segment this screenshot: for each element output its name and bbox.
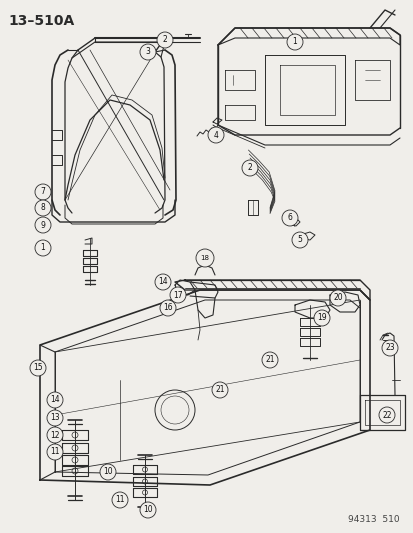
Text: 20: 20 (332, 294, 342, 303)
Circle shape (154, 274, 171, 290)
Text: 10: 10 (143, 505, 152, 514)
Circle shape (291, 232, 307, 248)
Circle shape (170, 287, 185, 303)
Circle shape (112, 492, 128, 508)
Text: 1: 1 (292, 37, 297, 46)
Circle shape (47, 427, 63, 443)
Circle shape (140, 502, 156, 518)
Circle shape (47, 444, 63, 460)
Text: 21: 21 (265, 356, 274, 365)
Circle shape (261, 352, 277, 368)
Text: 14: 14 (158, 278, 167, 287)
Circle shape (100, 464, 116, 480)
Text: 14: 14 (50, 395, 59, 405)
Text: 10: 10 (103, 467, 112, 477)
Text: 7: 7 (40, 188, 45, 197)
Circle shape (35, 217, 51, 233)
Circle shape (195, 249, 214, 267)
Circle shape (207, 127, 223, 143)
Text: 1: 1 (40, 244, 45, 253)
Circle shape (329, 290, 345, 306)
Text: 19: 19 (316, 313, 326, 322)
Text: 11: 11 (50, 448, 59, 456)
Circle shape (30, 360, 46, 376)
Text: 12: 12 (50, 431, 59, 440)
Circle shape (35, 184, 51, 200)
Text: 5: 5 (297, 236, 302, 245)
Circle shape (47, 392, 63, 408)
Circle shape (35, 240, 51, 256)
Text: 23: 23 (384, 343, 394, 352)
Text: 21: 21 (215, 385, 224, 394)
Text: 22: 22 (381, 410, 391, 419)
Text: 15: 15 (33, 364, 43, 373)
Text: 18: 18 (200, 255, 209, 261)
Circle shape (378, 407, 394, 423)
Circle shape (140, 44, 156, 60)
Circle shape (47, 410, 63, 426)
Circle shape (157, 32, 173, 48)
Circle shape (313, 310, 329, 326)
Text: 2: 2 (162, 36, 167, 44)
Text: 94313  510: 94313 510 (347, 515, 399, 524)
Text: 3: 3 (145, 47, 150, 56)
Circle shape (281, 210, 297, 226)
Circle shape (35, 200, 51, 216)
Text: 11: 11 (115, 496, 124, 505)
Text: 16: 16 (163, 303, 172, 312)
Text: 8: 8 (40, 204, 45, 213)
Text: 13–510A: 13–510A (8, 14, 74, 28)
Text: 9: 9 (40, 221, 45, 230)
Text: 17: 17 (173, 290, 183, 300)
Text: 6: 6 (287, 214, 292, 222)
Text: 13: 13 (50, 414, 59, 423)
Circle shape (211, 382, 228, 398)
Circle shape (286, 34, 302, 50)
Circle shape (242, 160, 257, 176)
Text: 4: 4 (213, 131, 218, 140)
Circle shape (159, 300, 176, 316)
Text: 2: 2 (247, 164, 252, 173)
Circle shape (381, 340, 397, 356)
